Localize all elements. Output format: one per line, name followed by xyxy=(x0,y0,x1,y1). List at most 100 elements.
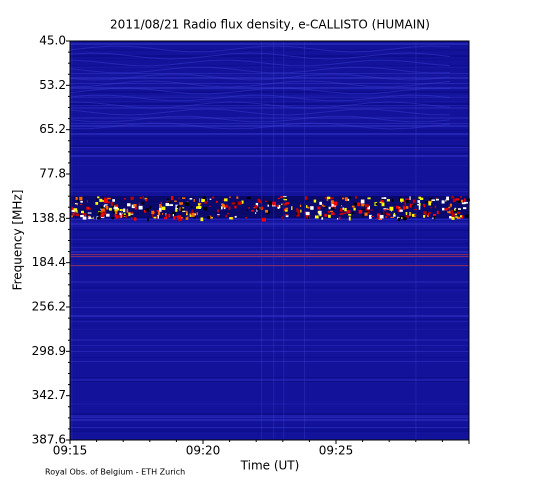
speck xyxy=(410,203,413,206)
texture-line xyxy=(70,431,469,432)
emission-line xyxy=(70,256,469,257)
speck xyxy=(329,210,333,213)
speck xyxy=(455,198,460,201)
speck xyxy=(340,205,343,207)
speck xyxy=(222,199,225,202)
speck xyxy=(296,212,298,216)
speck xyxy=(186,212,188,216)
speck xyxy=(80,210,84,214)
texture-line xyxy=(70,315,469,317)
speck xyxy=(82,212,87,216)
texture-line xyxy=(70,91,469,93)
speck xyxy=(436,198,439,201)
speck xyxy=(264,200,268,202)
texture-line xyxy=(70,131,469,133)
speck xyxy=(234,201,237,206)
speck xyxy=(370,209,373,211)
emission-line xyxy=(70,265,469,266)
speck xyxy=(451,215,454,219)
speck xyxy=(412,199,416,203)
speck xyxy=(173,216,178,218)
texture-line xyxy=(70,345,469,346)
speck xyxy=(206,215,211,220)
texture-line xyxy=(70,123,469,124)
speck xyxy=(176,205,180,209)
speck xyxy=(412,213,416,217)
speck xyxy=(126,203,131,207)
texture-line xyxy=(70,95,469,97)
speck xyxy=(167,201,172,203)
speck xyxy=(404,202,406,206)
speck xyxy=(451,209,454,214)
y-axis-label: Frequency [MHz] xyxy=(11,190,25,291)
speck xyxy=(431,199,436,201)
y-tick-label: 184.4 xyxy=(32,255,66,269)
texture-line xyxy=(70,67,469,68)
speck xyxy=(160,201,162,206)
speck xyxy=(103,207,107,210)
texture-line xyxy=(70,361,469,362)
texture-wave xyxy=(69,94,451,102)
speck xyxy=(88,207,91,210)
speck xyxy=(367,205,370,210)
speck xyxy=(76,202,78,206)
speck xyxy=(104,198,108,203)
speck xyxy=(117,207,119,211)
texture-line xyxy=(70,289,469,291)
speck xyxy=(101,208,105,213)
speck xyxy=(165,214,167,218)
speck xyxy=(106,213,110,217)
speck xyxy=(361,208,365,211)
speck xyxy=(362,214,364,217)
speck xyxy=(401,217,403,219)
texture-wave xyxy=(69,66,451,74)
speck xyxy=(100,213,105,218)
speck xyxy=(86,206,90,210)
speck xyxy=(123,208,126,213)
speck xyxy=(446,207,450,210)
texture-line xyxy=(70,117,469,119)
speck xyxy=(128,212,131,217)
speck xyxy=(177,215,181,219)
speck xyxy=(153,216,157,219)
speck xyxy=(399,209,403,212)
speck xyxy=(383,209,387,211)
speck xyxy=(175,204,179,209)
speck xyxy=(261,206,263,210)
speck xyxy=(299,204,302,207)
texture-vline xyxy=(415,41,417,440)
speck xyxy=(95,201,99,205)
texture-wave xyxy=(69,73,451,81)
speck xyxy=(264,209,269,213)
spectrogram-image xyxy=(69,41,470,440)
speck xyxy=(460,196,463,198)
speck xyxy=(219,207,221,209)
speck xyxy=(306,205,308,209)
speck xyxy=(105,205,109,210)
texture-line xyxy=(70,147,469,148)
speck xyxy=(104,204,108,206)
speck xyxy=(191,209,193,213)
speck xyxy=(285,202,290,205)
texture-line xyxy=(70,427,469,428)
speck xyxy=(75,197,78,200)
speck xyxy=(115,215,119,219)
texture-line xyxy=(70,73,469,74)
texture-line xyxy=(70,219,469,220)
speck xyxy=(424,201,428,204)
speck xyxy=(71,209,75,213)
speck xyxy=(163,217,167,220)
speck xyxy=(393,212,396,216)
texture-line xyxy=(70,125,469,127)
speck xyxy=(281,216,283,220)
speck xyxy=(112,210,117,214)
texture-line xyxy=(70,257,469,258)
speck xyxy=(391,198,394,202)
texture-line xyxy=(70,165,469,166)
speck xyxy=(207,198,209,203)
speck xyxy=(161,206,166,211)
speck xyxy=(313,199,317,203)
speck xyxy=(256,209,258,212)
speck xyxy=(371,216,374,218)
speck xyxy=(223,206,226,210)
